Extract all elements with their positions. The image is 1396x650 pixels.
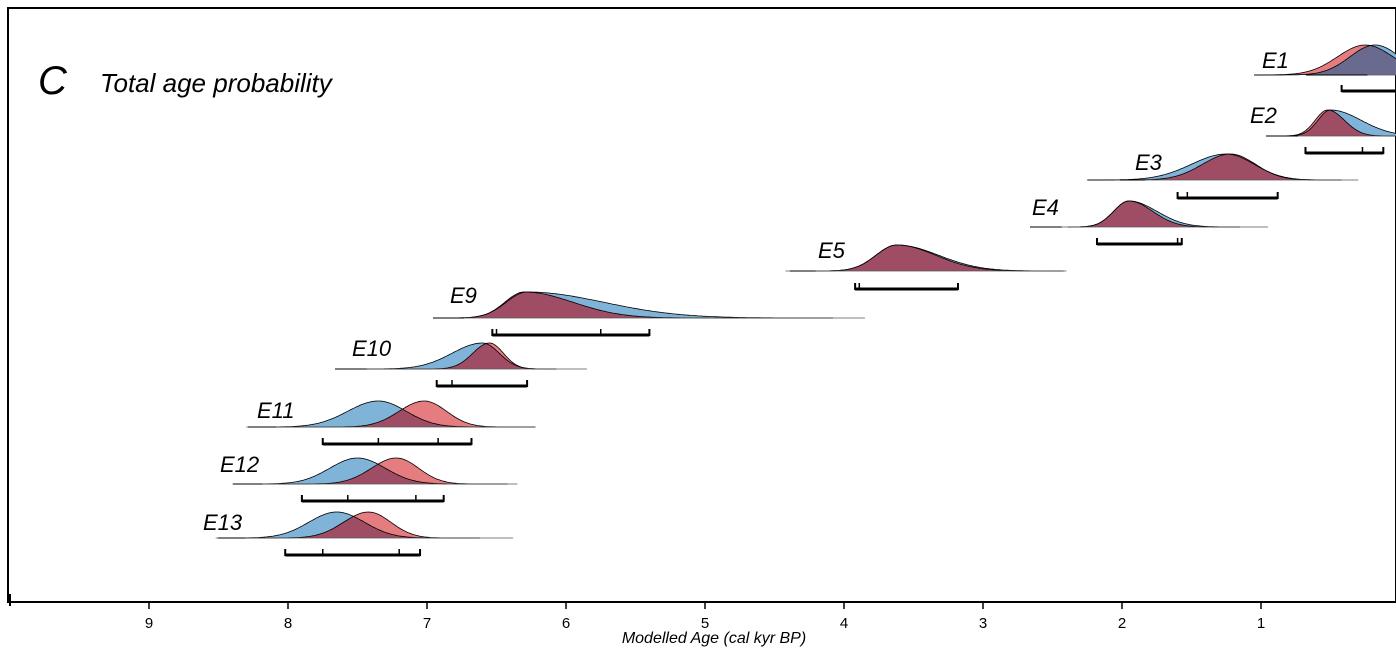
curve-outline-blue-e2 xyxy=(1277,109,1396,137)
panel-letter: C xyxy=(38,59,68,103)
event-e11: E11 xyxy=(246,398,536,446)
event-label-e10: E10 xyxy=(352,336,392,361)
x-tick-label-8: 8 xyxy=(284,615,292,632)
x-tick-label-7: 7 xyxy=(423,615,431,632)
event-label-e3: E3 xyxy=(1135,150,1163,175)
event-label-e4: E4 xyxy=(1032,195,1059,220)
panel-title: Total age probability xyxy=(100,68,334,98)
event-e9: E9 xyxy=(433,283,865,337)
x-tick-label-2: 2 xyxy=(1118,615,1126,632)
event-e2: E2 xyxy=(1250,103,1396,155)
event-e10: E10 xyxy=(335,336,587,388)
event-e5: E5 xyxy=(785,238,1067,291)
event-e4: E4 xyxy=(1030,195,1268,246)
x-tick-label-3: 3 xyxy=(979,615,987,632)
event-label-e9: E9 xyxy=(450,283,477,308)
event-label-e5: E5 xyxy=(818,238,846,263)
curve-overlap-e9 xyxy=(440,292,833,318)
x-tick-label-5: 5 xyxy=(701,615,709,632)
event-label-e11: E11 xyxy=(257,398,295,423)
event-e3: E3 xyxy=(1087,150,1359,200)
curve-overlap-e3 xyxy=(1087,154,1342,180)
event-e1: E1 xyxy=(1254,44,1396,93)
curve-overlap-e5 xyxy=(813,245,1064,271)
event-e12: E12 xyxy=(220,452,518,503)
curve-overlap-e11 xyxy=(256,409,536,427)
event-label-e12: E12 xyxy=(220,452,259,477)
event-label-e13: E13 xyxy=(203,510,243,535)
x-tick-label-9: 9 xyxy=(145,615,153,632)
event-e13: E13 xyxy=(203,510,514,557)
x-tick-label-1: 1 xyxy=(1257,615,1265,632)
event-distributions: E1 E2 E3 E4 E5 E9 E10 E11 E12 E13 xyxy=(203,44,1396,557)
x-axis-label: Modelled Age (cal kyr BP) xyxy=(622,630,806,647)
plot-frame xyxy=(7,7,1396,603)
x-tick-label-4: 4 xyxy=(840,615,848,632)
curve-overlap-e2 xyxy=(1277,110,1396,136)
curve-overlap-e1 xyxy=(1254,45,1396,75)
x-tick-label-6: 6 xyxy=(562,615,570,632)
curve-overlap-e10 xyxy=(360,343,557,369)
curve-overlap-e12 xyxy=(246,464,508,484)
event-label-e1: E1 xyxy=(1262,48,1289,73)
x-axis: 9 8 7 6 5 4 3 2 1 xyxy=(9,594,1265,632)
curve-outline-red-e1 xyxy=(1254,44,1396,76)
event-label-e2: E2 xyxy=(1250,103,1277,128)
curve-overlap-e4 xyxy=(1067,201,1241,227)
curve-overlap-e13 xyxy=(225,516,480,538)
